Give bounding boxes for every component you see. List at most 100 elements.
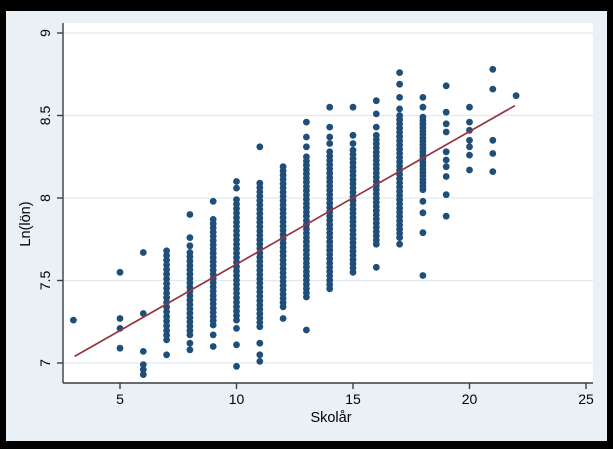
data-point [139, 348, 147, 355]
data-point [419, 94, 427, 101]
data-point [186, 249, 194, 256]
data-point [163, 331, 171, 339]
x-tick-label: 25 [578, 391, 594, 407]
data-point [163, 322, 171, 330]
data-point [396, 80, 403, 88]
data-point [163, 284, 171, 292]
data-point [442, 120, 450, 128]
data-point [116, 268, 124, 276]
data-point [186, 339, 194, 347]
data-point [442, 156, 450, 164]
y-tick-label: 9 [37, 29, 53, 37]
data-point [139, 371, 147, 378]
data-point [489, 168, 497, 176]
data-point [442, 212, 450, 220]
data-point [186, 242, 194, 250]
data-point [466, 118, 473, 126]
data-point [163, 294, 171, 302]
data-point [139, 249, 147, 256]
data-point [419, 113, 427, 121]
data-point [419, 103, 427, 111]
data-point [256, 351, 264, 359]
y-tick-label: 8 [37, 194, 53, 202]
data-point [303, 133, 310, 141]
axes [57, 23, 593, 389]
data-point [419, 272, 427, 279]
x-axis-title: Skolår [310, 410, 351, 426]
data-point [303, 118, 310, 126]
data-point [139, 361, 147, 368]
data-point [326, 140, 334, 147]
data-point [279, 315, 287, 322]
data-point [442, 163, 450, 171]
data-point [163, 261, 171, 269]
data-point [139, 366, 147, 373]
data-point [466, 103, 473, 111]
data-point [326, 148, 334, 156]
data-point [256, 339, 264, 347]
data-point [163, 252, 171, 259]
data-point [163, 289, 171, 297]
data-point [163, 247, 171, 255]
data-point [396, 105, 403, 113]
data-point [163, 266, 171, 273]
data-point [233, 196, 240, 204]
data-point [442, 82, 450, 90]
data-point [442, 128, 450, 136]
data-point [372, 110, 380, 118]
data-point [303, 143, 310, 151]
x-tick-label: 15 [345, 391, 361, 407]
data-point [326, 123, 334, 131]
x-tick-label: 20 [462, 391, 478, 407]
data-point [209, 216, 217, 223]
data-point [326, 103, 334, 111]
x-tick-label: 5 [116, 391, 124, 407]
data-point [466, 143, 473, 151]
data-point [116, 344, 124, 352]
data-point [163, 308, 171, 316]
data-point [349, 140, 357, 147]
data-point [163, 327, 171, 334]
data-point [372, 263, 380, 271]
data-point [349, 103, 357, 111]
data-point [163, 280, 171, 287]
x-tick-labels: 5 10 15 20 25 [116, 391, 594, 407]
fitted-line [74, 104, 516, 358]
data-point [396, 94, 403, 101]
data-point [233, 184, 240, 192]
data-point [70, 316, 77, 324]
data-point [256, 143, 264, 151]
data-point [209, 331, 217, 339]
data-point [186, 346, 194, 354]
data-point [372, 123, 380, 131]
data-point [163, 351, 171, 359]
data-point [233, 325, 240, 332]
data-point [489, 150, 497, 157]
data-point [256, 179, 264, 187]
data-point [372, 97, 380, 105]
data-point [163, 336, 171, 344]
data-point [466, 166, 473, 174]
data-point [256, 358, 264, 365]
data-point [372, 131, 380, 139]
data-point [419, 209, 427, 217]
data-point [209, 343, 217, 350]
data-point [396, 240, 403, 248]
data-point [466, 151, 473, 159]
data-point [442, 191, 450, 199]
data-point [396, 112, 403, 119]
data-point [163, 256, 171, 264]
data-point [303, 153, 310, 161]
data-point [419, 229, 427, 237]
data-point [116, 315, 124, 322]
regression-line [74, 104, 516, 358]
data-point [442, 108, 450, 116]
data-point [326, 133, 334, 141]
y-tick-label: 8.5 [37, 106, 53, 126]
data-point [442, 173, 450, 180]
y-tick-labels: 7 7.5 8 8.5 9 [37, 29, 53, 367]
data-point [233, 178, 240, 185]
x-tick-label: 10 [229, 391, 245, 407]
data-point [489, 136, 497, 144]
